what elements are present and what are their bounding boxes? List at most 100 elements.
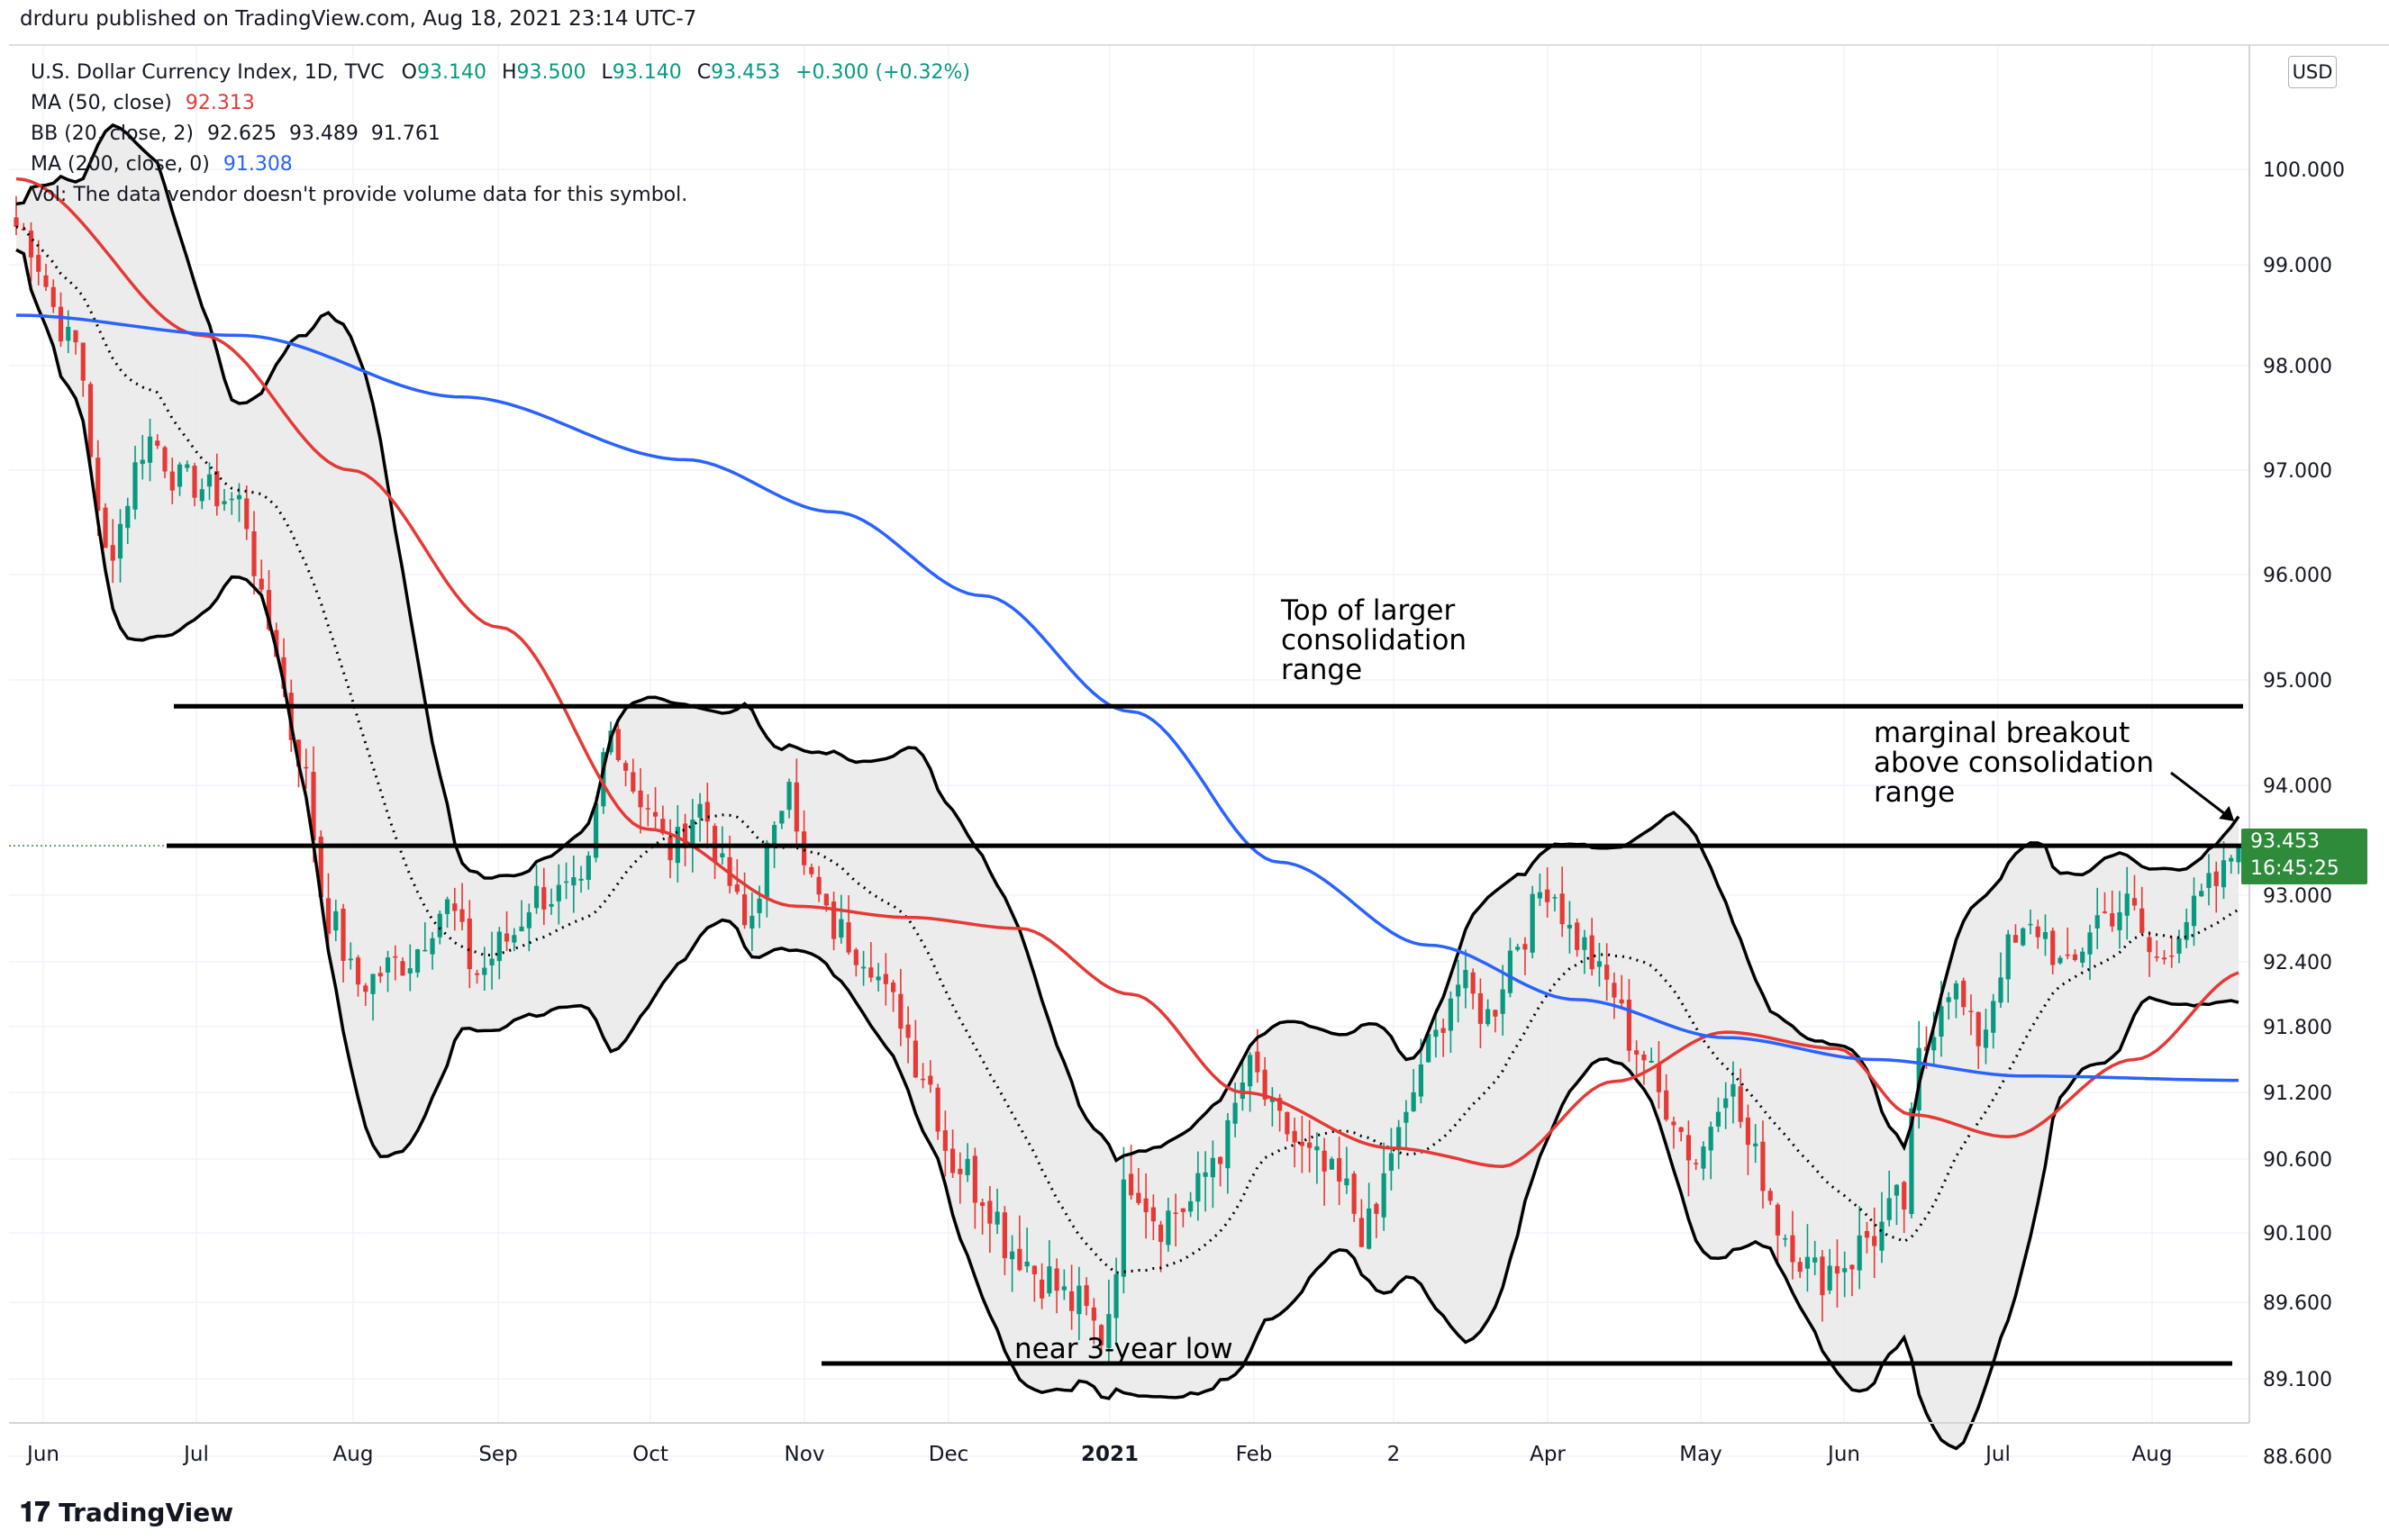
candle-body [1775, 1204, 1781, 1236]
candle-body [2236, 845, 2241, 863]
y-tick-label: 91.200 [2263, 1083, 2332, 1105]
candle-body [839, 919, 844, 938]
ma200-legend[interactable]: MA (200, close, 0) 91.308 [31, 149, 293, 180]
candle-body [1477, 992, 1484, 1024]
candle-body [876, 976, 881, 981]
annotation-top-range: Top of larger consolidation range [1281, 594, 1467, 686]
candle-body [972, 1155, 977, 1203]
candle-body [928, 1075, 933, 1085]
candle-body [318, 837, 323, 898]
candle-body [2102, 911, 2108, 913]
candle-body [370, 974, 376, 994]
candle-body [541, 887, 547, 910]
candle-body [162, 447, 168, 472]
candle-body [295, 739, 302, 767]
candle-body [682, 823, 688, 848]
candle-body [1344, 1178, 1349, 1186]
candle-body [1760, 1141, 1766, 1191]
candle-body [615, 729, 621, 760]
candle-body [2191, 895, 2197, 927]
y-tick-label: 95.000 [2263, 670, 2332, 693]
candle-body [823, 893, 829, 906]
candle-body [66, 326, 71, 341]
candle-body [87, 384, 94, 457]
symbol-title[interactable]: U.S. Dollar Currency Index, 1D, TVC [31, 61, 385, 84]
candle-body [1351, 1173, 1357, 1214]
y-tick-label: 97.000 [2263, 460, 2332, 483]
candle-body [2035, 926, 2040, 938]
candle-body [244, 498, 250, 530]
y-tick-label: 89.100 [2263, 1369, 2332, 1391]
ma200-line [15, 313, 2239, 1083]
x-tick-label: Sep [478, 1443, 517, 1466]
candle-body [913, 1040, 918, 1078]
candle-body [1820, 1256, 1825, 1296]
candle-body [1411, 1092, 1416, 1111]
candle-body [831, 901, 837, 939]
candle-body [422, 949, 428, 952]
candle-body [1507, 950, 1513, 993]
candle-body [2199, 891, 2204, 897]
candle-body [95, 457, 101, 512]
candle-body [2072, 954, 2078, 960]
candle-body [281, 657, 286, 689]
currency-badge[interactable]: USD [2288, 56, 2337, 88]
candle-body [1790, 1235, 1795, 1263]
candle-body [601, 752, 606, 807]
candle-body [2057, 957, 2063, 964]
candle-body [883, 974, 888, 984]
candle-body [1010, 1251, 1015, 1260]
candle-body [1701, 1146, 1706, 1169]
volume-note: Vol: The data vendor doesn't provide vol… [31, 184, 688, 206]
candle-body [1953, 983, 1959, 1000]
bb-legend[interactable]: BB (20, close, 2) 92.625 93.489 91.761 [31, 119, 441, 149]
candle-body [950, 1148, 956, 1173]
ohlc-low: 93.140 [612, 61, 682, 84]
candle-body [1767, 1191, 1773, 1201]
candle-body [1678, 1127, 1684, 1132]
candle-body [1537, 892, 1543, 899]
candle-body [28, 231, 34, 258]
candle-body [385, 957, 391, 973]
candle-body [1329, 1158, 1334, 1170]
candle-body [786, 782, 792, 811]
candle-body [1939, 1006, 1944, 1037]
annotation-breakout: marginal breakout above consolidation ra… [1874, 717, 2154, 809]
candle-body [304, 766, 309, 769]
candle-body [1195, 1173, 1201, 1202]
candle-body [1173, 1212, 1178, 1214]
candle-body [794, 782, 799, 832]
candle-body [325, 898, 332, 934]
x-tick-label: Jul [182, 1443, 209, 1466]
ma50-legend[interactable]: MA (50, close) 92.313 [31, 88, 255, 119]
candle-body [229, 498, 234, 501]
candle-body [2154, 956, 2159, 958]
candle-body [1804, 1256, 1811, 1269]
candle-body [1121, 1179, 1126, 1277]
candle-body [1136, 1192, 1141, 1203]
candle-body [132, 462, 138, 510]
tradingview-logo[interactable]: 𝟏𝟕 TradingView [20, 1497, 233, 1528]
y-tick-label: 89.600 [2263, 1292, 2332, 1315]
candle-body [36, 255, 41, 272]
candle-body [1240, 1083, 1245, 1100]
candle-body [1730, 1083, 1736, 1097]
candle-body [192, 466, 197, 498]
bb-fill-area [16, 124, 2239, 1449]
candle-body [496, 931, 502, 962]
candle-body [2147, 937, 2152, 953]
candle-body [1017, 1248, 1022, 1271]
candle-body [1604, 965, 1610, 980]
candle-body [125, 505, 131, 529]
candle-body [1783, 1237, 1788, 1240]
candle-body [1886, 1198, 1892, 1220]
candle-body [1448, 998, 1454, 1031]
ohlc-high: 93.500 [516, 61, 586, 84]
candle-body [1515, 947, 1521, 950]
candle-body [905, 1024, 911, 1038]
candle-body [1358, 1218, 1365, 1247]
candle-body [668, 837, 673, 861]
ma50-label: MA (50, close) [31, 92, 172, 114]
candle-body [1522, 944, 1528, 950]
